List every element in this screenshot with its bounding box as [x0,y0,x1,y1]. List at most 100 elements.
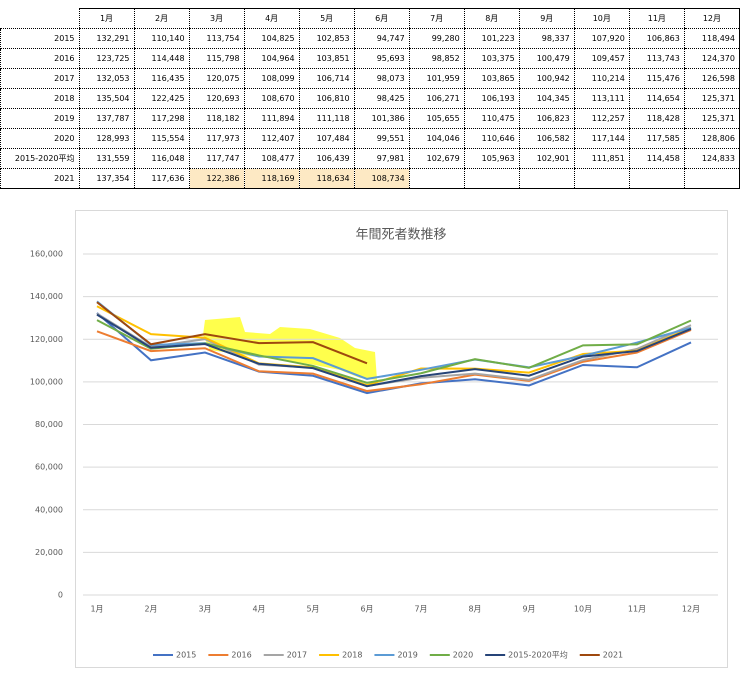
legend-label: 2019 [397,651,417,660]
table-cell: 124,833 [683,148,741,169]
x-tick-label: 3月 [198,605,211,614]
table-cell: 6月 [353,8,410,29]
table-cell: 115,476 [628,68,685,89]
table-cell: 2015-2020平均 [0,148,79,169]
table-cell: 122,425 [133,88,190,109]
table-cell: 95,693 [353,48,410,69]
table-cell [463,168,520,189]
table-cell: 102,853 [298,28,355,49]
table-cell: 131,559 [78,148,135,169]
table-cell: 106,863 [628,28,685,49]
table-cell: 128,806 [683,128,741,149]
x-tick-label: 4月 [252,605,265,614]
table-cell [628,168,685,189]
table-cell: 106,810 [298,88,355,109]
table-cell: 2020 [0,128,79,149]
table-cell [683,168,741,189]
table-cell: 94,747 [353,28,410,49]
table-cell: 109,457 [573,48,630,69]
y-tick-label: 100,000 [30,377,63,386]
table-cell: 99,280 [408,28,465,49]
table-cell: 98,425 [353,88,410,109]
table-row: 2015 132,291 110,140 113,754 104,825 102,853 9… [0,28,741,49]
highlight [203,317,377,380]
table-cell: 137,787 [78,108,135,129]
table-cell: 116,048 [133,148,190,169]
table-cell: 106,582 [518,128,575,149]
table-cell [573,168,630,189]
x-tick-label: 9月 [522,605,535,614]
table-cell: 2016 [0,48,79,69]
table-cell: 120,075 [188,68,245,89]
table-cell: 104,345 [518,88,575,109]
y-tick-label: 120,000 [30,335,63,344]
table-cell: 1月 [78,8,135,29]
table-cell: 128,993 [78,128,135,149]
table-cell [518,168,575,189]
table-row: 2020 128,993 115,554 117,973 112,407 107,484 9… [0,128,741,149]
legend-label: 2018 [342,651,362,660]
table-cell: 110,646 [463,128,520,149]
table-cell: 108,477 [243,148,300,169]
table-cell: 97,981 [353,148,410,169]
table-cell: 104,964 [243,48,300,69]
table-cell: 102,901 [518,148,575,169]
table-cell: 10月 [573,8,630,29]
table-cell: 2017 [0,68,79,89]
legend-label: 2015-2020平均 [508,650,568,660]
table-cell: 2018 [0,88,79,109]
table-cell: 106,823 [518,108,575,129]
table-cell: 118,169 [243,168,300,189]
y-tick-label: 20,000 [35,548,63,557]
table-cell: 110,214 [573,68,630,89]
table-cell: 117,747 [188,148,245,169]
table-cell: 2月 [133,8,190,29]
table-cell: 117,298 [133,108,190,129]
x-tick-label: 6月 [360,605,373,614]
table-cell: 103,865 [463,68,520,89]
table-cell: 11月 [628,8,685,29]
table-row: 2016 123,725 114,448 115,798 104,964 103,851 9… [0,48,741,69]
table-cell: 112,407 [243,128,300,149]
table-cell: 117,144 [573,128,630,149]
table-cell: 124,370 [683,48,741,69]
table-cell: 7月 [408,8,465,29]
table-cell: 111,118 [298,108,355,129]
table-cell: 132,291 [78,28,135,49]
legend-label: 2021 [603,651,623,660]
x-tick-label: 8月 [468,605,481,614]
table-row: 2015-2020平均 131,559 116,048 117,747 108,477 1… [0,148,741,169]
chart-title: 年間死者数推移 [355,228,446,243]
table-cell: 116,435 [133,68,190,89]
table-cell: 113,754 [188,28,245,49]
legend-label: 2015 [176,651,196,660]
y-tick-label: 40,000 [35,505,63,514]
table-cell: 114,654 [628,88,685,109]
x-tick-label: 2月 [144,605,157,614]
x-tick-label: 11月 [628,605,646,614]
table-cell: 113,743 [628,48,685,69]
table-cell: 4月 [243,8,300,29]
table-cell: 8月 [463,8,520,29]
table-cell: 114,448 [133,48,190,69]
table-cell [408,168,465,189]
series-line [96,313,692,388]
y-tick-label: 160,000 [30,250,63,259]
legend-label: 2016 [231,651,251,660]
table-cell: 106,271 [408,88,465,109]
table-cell: 106,714 [298,68,355,89]
table-cell [0,8,79,29]
table-cell: 112,257 [573,108,630,129]
table-cell: 123,725 [78,48,135,69]
table-cell: 107,484 [298,128,355,149]
table-cell: 101,386 [353,108,410,129]
table-cell: 111,851 [573,148,630,169]
y-tick-label: 0 [58,591,63,600]
table-cell: 105,655 [408,108,465,129]
table-cell: 5月 [298,8,355,29]
table-row: 2019 137,787 117,298 118,182 111,894 111,118 1… [0,108,741,129]
table-cell: 118,494 [683,28,741,49]
table-cell: 104,046 [408,128,465,149]
table-cell: 126,598 [683,68,741,89]
